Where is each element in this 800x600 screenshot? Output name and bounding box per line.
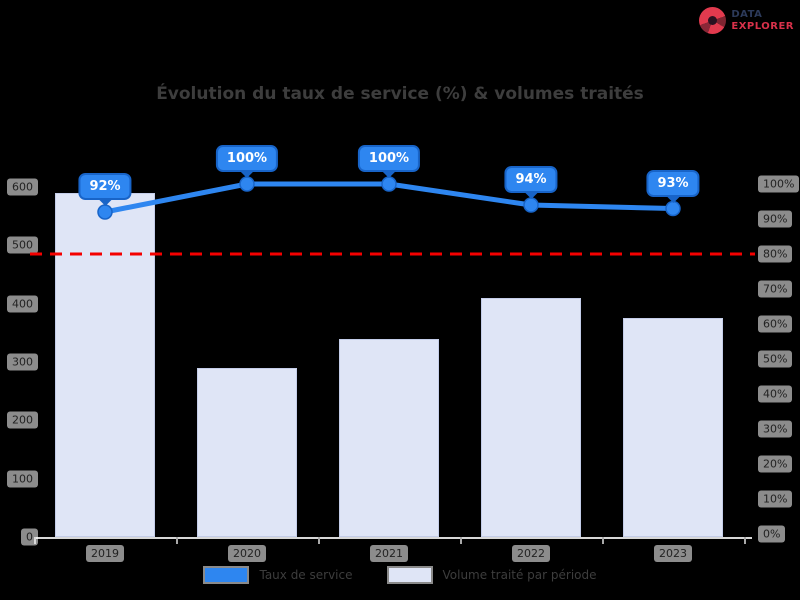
category-label-2021: 2021: [370, 545, 408, 562]
line-point-2021: [381, 176, 397, 192]
chart-title: Évolution du taux de service (%) & volum…: [156, 84, 644, 104]
left-axis-tick-label: 200: [7, 411, 38, 429]
left-axis-tick-label: 300: [7, 353, 38, 371]
line-series: [102, 181, 676, 215]
bar-2023: [623, 318, 723, 537]
line-point-2020: [239, 176, 255, 192]
logo-line2: EXPLORER: [731, 20, 794, 32]
right-axis-tick-label: 30%: [758, 420, 793, 438]
right-axis-tick-label: 80%: [758, 245, 793, 263]
left-axis-tick-label: 400: [7, 295, 38, 313]
data-label-2020: 100%: [215, 145, 279, 172]
data-label-2022: 94%: [504, 166, 558, 193]
category-label-2019: 2019: [86, 545, 124, 562]
right-axis-tick-label: 60%: [758, 315, 793, 333]
logo-text: DATA EXPLORER: [731, 9, 794, 32]
data-label-2019: 92%: [78, 173, 132, 200]
category-label-2020: 2020: [228, 545, 266, 562]
logo-line1: DATA: [731, 9, 763, 20]
x-axis-tick: [318, 537, 320, 544]
left-axis-tick-label: 100: [7, 470, 38, 488]
line-point-2023: [665, 200, 681, 217]
legend-item-bar-series[interactable]: Volume traité par période: [386, 566, 597, 584]
data-label-2021: 100%: [357, 145, 421, 172]
bar-2022: [481, 297, 581, 537]
category-label-2023: 2023: [654, 545, 692, 562]
shutter-icon: [699, 7, 727, 34]
right-axis-tick-label: 70%: [758, 280, 793, 298]
legend-label-line: Taux de service: [259, 568, 353, 582]
legend-swatch-bar: [386, 566, 433, 584]
right-axis-tick-label: 0%: [758, 525, 786, 543]
legend-swatch-line: [203, 566, 250, 584]
bar-2019: [55, 192, 155, 537]
bar-2021: [339, 338, 439, 537]
right-axis-tick-label: 50%: [758, 350, 793, 368]
logo: DATA EXPLORER: [699, 7, 794, 34]
bar-2020: [197, 367, 297, 537]
x-axis-tick: [176, 537, 178, 544]
category-label-2022: 2022: [512, 545, 550, 562]
x-axis-tick: [744, 537, 746, 544]
right-axis-tick-label: 10%: [758, 490, 793, 508]
x-axis-line: [34, 537, 752, 539]
legend-label-bar: Volume traité par période: [442, 568, 597, 582]
right-axis-tick-label: 40%: [758, 385, 793, 403]
x-axis-tick: [460, 537, 462, 544]
data-label-2023: 93%: [646, 169, 700, 197]
right-axis-tick-label: 20%: [758, 455, 793, 473]
legend-item-line-series[interactable]: Taux de service: [203, 566, 353, 584]
legend: Taux de service Volume traité par périod…: [0, 566, 800, 584]
line-point-2022: [523, 197, 539, 213]
right-axis-tick-label: 90%: [758, 210, 793, 228]
left-axis-tick-label: 0: [21, 528, 38, 546]
left-axis-tick-label: 500: [7, 236, 38, 254]
left-axis-tick-label: 600: [7, 178, 38, 196]
x-axis-tick: [602, 537, 604, 544]
right-axis-tick-label: 100%: [758, 175, 800, 193]
